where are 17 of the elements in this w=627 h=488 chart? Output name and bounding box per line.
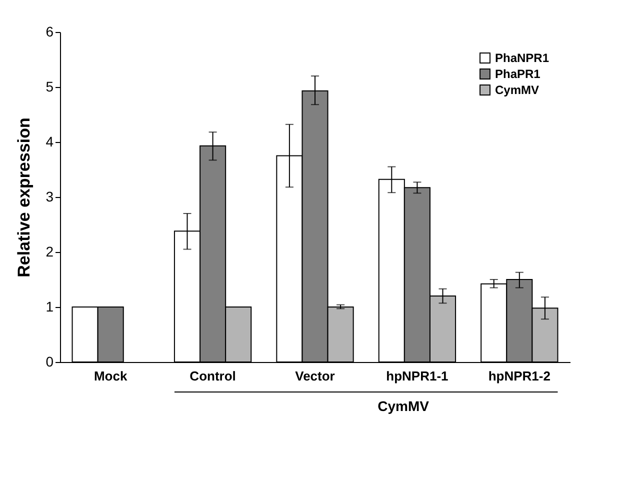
y-tick-label: 3 xyxy=(46,188,54,204)
legend-label: CymMV xyxy=(495,83,540,97)
y-tick-label: 1 xyxy=(46,298,54,314)
y-tick-label: 6 xyxy=(46,24,54,40)
x-tick-label: hpNPR1-2 xyxy=(488,368,550,384)
y-axis-title: Relative expression xyxy=(14,118,34,278)
legend-label: PhaNPR1 xyxy=(495,51,550,65)
x-tick-label: Mock xyxy=(94,368,128,384)
legend-label: PhaPR1 xyxy=(495,67,541,81)
y-tick-label: 4 xyxy=(46,134,54,150)
y-tick-label: 5 xyxy=(46,78,54,94)
y-tick-label: 0 xyxy=(46,354,54,370)
x-tick-label: Control xyxy=(190,368,236,384)
x-tick-label: hpNPR1-1 xyxy=(386,368,448,384)
y-tick-label: 2 xyxy=(46,244,54,260)
x-tick-label: Vector xyxy=(295,368,335,384)
text: CymMV xyxy=(378,398,430,414)
